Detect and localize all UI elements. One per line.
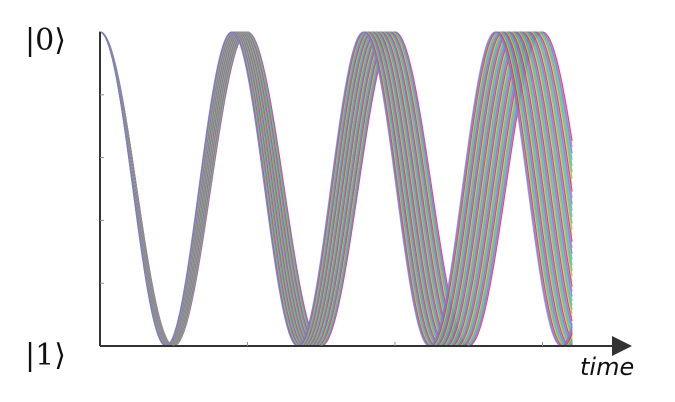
ket-zero-label: |0⟩ [25, 23, 66, 58]
y-ticks [100, 94, 104, 284]
x-ticks [173, 342, 543, 346]
curve-family [99, 31, 573, 347]
x-axis-title: time [580, 353, 634, 381]
oscillation-curve [99, 31, 573, 347]
ket-one-label: |1⟩ [25, 338, 66, 373]
